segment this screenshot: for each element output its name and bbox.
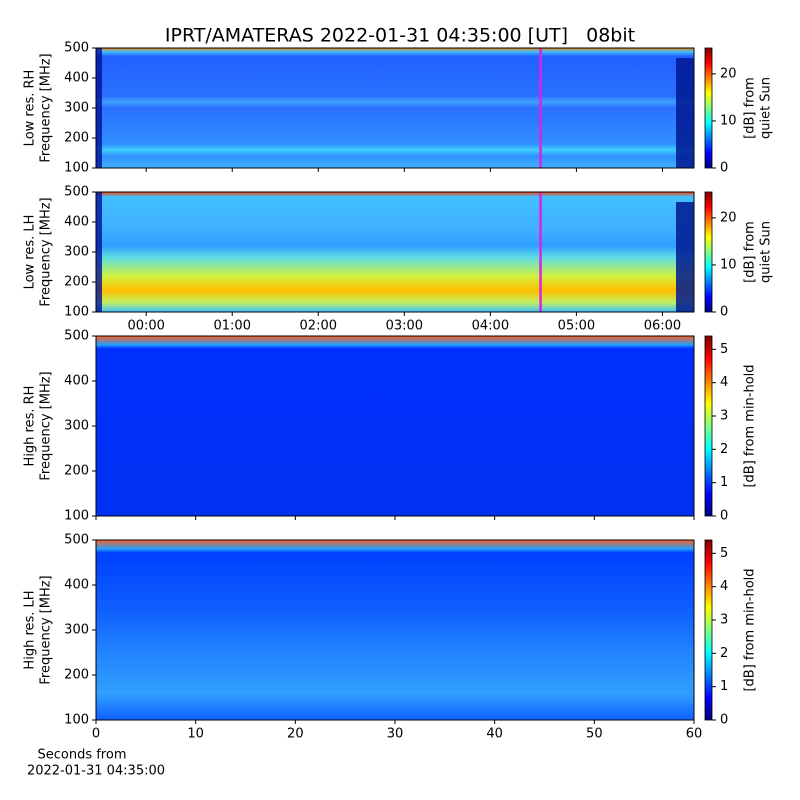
x-tick-label: 40 [486, 727, 503, 742]
x-tick-label: 05:00 [558, 319, 595, 334]
colorbar-tick-label: 0 [720, 305, 728, 320]
y-tick-label: 200 [64, 131, 89, 146]
colorbar-tick-label: 4 [720, 375, 728, 390]
y-tick-label: 400 [64, 215, 89, 230]
colorbar-tick-label: 10 [720, 257, 737, 272]
y-tick-label: 400 [64, 374, 89, 389]
x-tick-label: 00:00 [127, 319, 164, 334]
x-tick-label: 0 [92, 727, 100, 742]
y-tick-label: 300 [64, 101, 89, 116]
x-tick-label: 20 [287, 727, 304, 742]
y-axis-label: Frequency [MHz] [39, 53, 54, 162]
y-tick-label: 200 [64, 668, 89, 683]
spectrogram-edge [676, 202, 694, 312]
colorbar [704, 191, 713, 313]
colorbar-label: [dB] from [743, 221, 758, 283]
x-tick-label: 02:00 [300, 319, 337, 334]
y-tick-label: 200 [64, 275, 89, 290]
colorbar-tick-label: 2 [720, 646, 728, 661]
colorbar [704, 335, 713, 517]
colorbar-label: quiet Sun [759, 221, 774, 283]
colorbar-tick-label: 5 [720, 546, 728, 561]
y-axis-label: Frequency [MHz] [39, 371, 54, 480]
colorbar-tick-label: 0 [720, 713, 728, 728]
colorbar-label: [dB] from [743, 77, 758, 139]
spectrogram [96, 336, 694, 516]
x-tick-label: 60 [686, 727, 703, 742]
colorbar-label: quiet Sun [759, 77, 774, 139]
y-tick-label: 100 [64, 305, 89, 320]
colorbar-tick-label: 10 [720, 113, 737, 128]
y-axis-label: High res. RH [23, 386, 38, 467]
spectrogram [96, 48, 694, 168]
spectrogram [96, 192, 694, 312]
figure-title: IPRT/AMATERAS 2022-01-31 04:35:00 [UT] 0… [165, 25, 635, 47]
spectrogram-edge [96, 48, 102, 168]
y-tick-label: 500 [64, 329, 89, 344]
y-tick-label: 500 [64, 185, 89, 200]
x-axis-label: 2022-01-31 04:35:00 [27, 764, 165, 779]
colorbar-tick-label: 20 [720, 66, 737, 81]
colorbar-tick-label: 0 [720, 509, 728, 524]
colorbar-label: [dB] from min-hold [743, 568, 758, 691]
colorbar [704, 539, 713, 721]
x-tick-label: 50 [586, 727, 603, 742]
x-axis-label: Seconds from [37, 748, 126, 763]
x-tick-label: 10 [187, 727, 204, 742]
y-tick-label: 100 [64, 713, 89, 728]
y-tick-label: 300 [64, 419, 89, 434]
colorbar-tick-label: 2 [720, 442, 728, 457]
y-tick-label: 400 [64, 71, 89, 86]
colorbar-tick-label: 1 [720, 679, 728, 694]
y-axis-label: Low res. RH [23, 70, 38, 147]
x-tick-label: 04:00 [472, 319, 509, 334]
x-tick-label: 01:00 [214, 319, 251, 334]
colorbar-tick-label: 20 [720, 210, 737, 225]
spectrogram-edge [96, 192, 102, 312]
y-axis-label: Low res. LH [23, 215, 38, 290]
colorbar-tick-label: 4 [720, 579, 728, 594]
colorbar-tick-label: 3 [720, 409, 728, 424]
y-tick-label: 100 [64, 161, 89, 176]
y-axis-label: Frequency [MHz] [39, 575, 54, 684]
x-tick-label: 06:00 [644, 319, 681, 334]
y-axis-label: Frequency [MHz] [39, 197, 54, 306]
y-tick-label: 400 [64, 578, 89, 593]
colorbar-tick-label: 0 [720, 161, 728, 176]
colorbar-tick-label: 1 [720, 475, 728, 490]
y-tick-label: 500 [64, 533, 89, 548]
colorbar [704, 47, 713, 169]
spectrogram [96, 540, 694, 720]
spectrogram-edge [676, 58, 694, 168]
y-tick-label: 100 [64, 509, 89, 524]
x-tick-label: 30 [387, 727, 404, 742]
y-axis-label: High res. LH [23, 590, 38, 669]
x-tick-label: 03:00 [386, 319, 423, 334]
colorbar-tick-label: 5 [720, 342, 728, 357]
colorbar-label: [dB] from min-hold [743, 364, 758, 487]
y-tick-label: 500 [64, 41, 89, 56]
y-tick-label: 300 [64, 623, 89, 638]
y-tick-label: 300 [64, 245, 89, 260]
colorbar-tick-label: 3 [720, 613, 728, 628]
y-tick-label: 200 [64, 464, 89, 479]
